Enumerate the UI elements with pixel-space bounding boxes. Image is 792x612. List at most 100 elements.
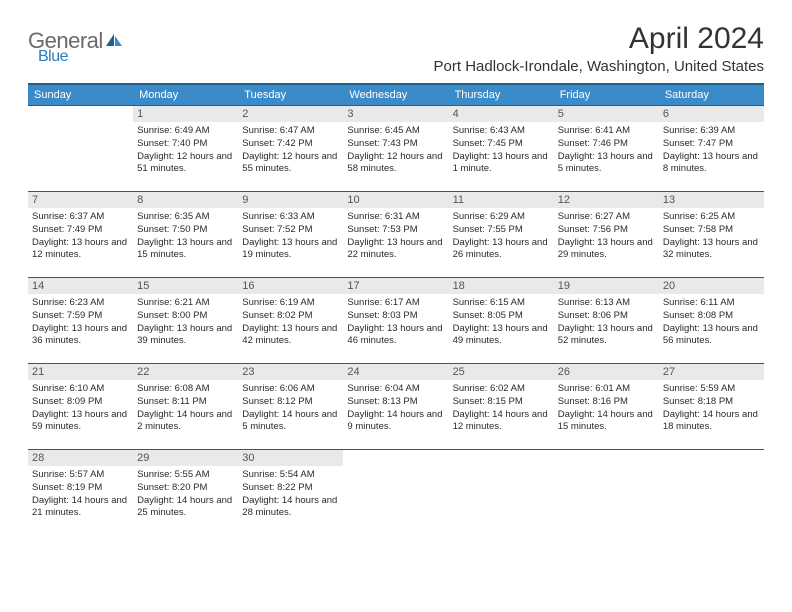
calendar-cell: 26 Sunrise: 6:01 AMSunset: 8:16 PMDayligh…: [554, 363, 659, 449]
day-details: Sunrise: 6:23 AMSunset: 7:59 PMDaylight:…: [32, 297, 129, 348]
weekday-header: Monday: [133, 85, 238, 105]
calendar-cell: 2 Sunrise: 6:47 AMSunset: 7:42 PMDaylight…: [238, 105, 343, 191]
calendar-cell: 27Sunrise: 5:59 AMSunset: 8:18 PMDayligh…: [659, 363, 764, 449]
day-number: 3: [343, 106, 448, 122]
day-details: Sunrise: 6:02 AMSunset: 8:15 PMDaylight:…: [453, 383, 550, 434]
calendar-cell: 29 Sunrise: 5:55 AMSunset: 8:20 PMDayligh…: [133, 449, 238, 535]
day-number: 30: [238, 450, 343, 466]
day-details: Sunrise: 6:33 AMSunset: 7:52 PMDaylight:…: [242, 211, 339, 262]
day-number: 28: [28, 450, 133, 466]
calendar-cell: 6 Sunrise: 6:39 AMSunset: 7:47 PMDaylight…: [659, 105, 764, 191]
day-number: 4: [449, 106, 554, 122]
day-details: Sunrise: 6:41 AMSunset: 7:46 PMDaylight:…: [558, 125, 655, 176]
day-number: 20: [659, 278, 764, 294]
calendar-cell: [554, 449, 659, 535]
calendar-cell: [28, 105, 133, 191]
calendar-cell: 1 Sunrise: 6:49 AMSunset: 7:40 PMDaylight…: [133, 105, 238, 191]
day-details: Sunrise: 6:39 AMSunset: 7:47 PMDaylight:…: [663, 125, 760, 176]
day-number: 13: [659, 192, 764, 208]
day-number: 15: [133, 278, 238, 294]
weekday-header: Sunday: [28, 85, 133, 105]
day-details: Sunrise: 6:35 AMSunset: 7:50 PMDaylight:…: [137, 211, 234, 262]
day-details: Sunrise: 6:01 AMSunset: 8:16 PMDaylight:…: [558, 383, 655, 434]
day-number: 24: [343, 364, 448, 380]
day-details: Sunrise: 5:57 AMSunset: 8:19 PMDaylight:…: [32, 469, 129, 520]
calendar-cell: 18Sunrise: 6:15 AMSunset: 8:05 PMDayligh…: [449, 277, 554, 363]
calendar-cell: 9 Sunrise: 6:33 AMSunset: 7:52 PMDaylight…: [238, 191, 343, 277]
day-number: 18: [449, 278, 554, 294]
day-number: 9: [238, 192, 343, 208]
calendar-cell: 4 Sunrise: 6:43 AMSunset: 7:45 PMDaylight…: [449, 105, 554, 191]
calendar-cell: [659, 449, 764, 535]
day-number: 1: [133, 106, 238, 122]
day-number: 7: [28, 192, 133, 208]
logo-text-blue: Blue: [38, 48, 68, 66]
day-details: Sunrise: 5:55 AMSunset: 8:20 PMDaylight:…: [137, 469, 234, 520]
day-number: 25: [449, 364, 554, 380]
calendar-cell: 17 Sunrise: 6:17 AMSunset: 8:03 PMDayligh…: [343, 277, 448, 363]
calendar-cell: [343, 449, 448, 535]
calendar-cell: 30 Sunrise: 5:54 AMSunset: 8:22 PMDayligh…: [238, 449, 343, 535]
day-number: 23: [238, 364, 343, 380]
logo-sail-icon: [104, 28, 124, 54]
calendar-cell: 5 Sunrise: 6:41 AMSunset: 7:46 PMDaylight…: [554, 105, 659, 191]
weekday-header: Friday: [554, 85, 659, 105]
calendar-cell: 21 Sunrise: 6:10 AMSunset: 8:09 PMDayligh…: [28, 363, 133, 449]
day-details: Sunrise: 6:19 AMSunset: 8:02 PMDaylight:…: [242, 297, 339, 348]
day-details: Sunrise: 6:45 AMSunset: 7:43 PMDaylight:…: [347, 125, 444, 176]
month-title: April 2024: [434, 22, 764, 56]
calendar-cell: 22 Sunrise: 6:08 AMSunset: 8:11 PMDayligh…: [133, 363, 238, 449]
day-details: Sunrise: 6:08 AMSunset: 8:11 PMDaylight:…: [137, 383, 234, 434]
day-details: Sunrise: 6:11 AMSunset: 8:08 PMDaylight:…: [663, 297, 760, 348]
calendar-cell: 3 Sunrise: 6:45 AMSunset: 7:43 PMDaylight…: [343, 105, 448, 191]
day-details: Sunrise: 6:17 AMSunset: 8:03 PMDaylight:…: [347, 297, 444, 348]
weekday-header: Thursday: [449, 85, 554, 105]
day-number: 29: [133, 450, 238, 466]
day-number: 22: [133, 364, 238, 380]
day-details: Sunrise: 6:13 AMSunset: 8:06 PMDaylight:…: [558, 297, 655, 348]
day-details: Sunrise: 6:21 AMSunset: 8:00 PMDaylight:…: [137, 297, 234, 348]
calendar-cell: 8 Sunrise: 6:35 AMSunset: 7:50 PMDaylight…: [133, 191, 238, 277]
day-number: 21: [28, 364, 133, 380]
calendar-cell: 24 Sunrise: 6:04 AMSunset: 8:13 PMDayligh…: [343, 363, 448, 449]
day-number: 11: [449, 192, 554, 208]
calendar-cell: 13 Sunrise: 6:25 AMSunset: 7:58 PMDayligh…: [659, 191, 764, 277]
day-number: 17: [343, 278, 448, 294]
calendar-cell: 28 Sunrise: 5:57 AMSunset: 8:19 PMDayligh…: [28, 449, 133, 535]
day-details: Sunrise: 6:06 AMSunset: 8:12 PMDaylight:…: [242, 383, 339, 434]
calendar-cell: 20 Sunrise: 6:11 AMSunset: 8:08 PMDayligh…: [659, 277, 764, 363]
day-number: 19: [554, 278, 659, 294]
day-number: 26: [554, 364, 659, 380]
calendar-cell: 12 Sunrise: 6:27 AMSunset: 7:56 PMDayligh…: [554, 191, 659, 277]
weekday-header: Tuesday: [238, 85, 343, 105]
day-details: Sunrise: 6:29 AMSunset: 7:55 PMDaylight:…: [453, 211, 550, 262]
calendar-grid: SundayMondayTuesdayWednesdayThursdayFrid…: [28, 83, 764, 535]
day-number: 8: [133, 192, 238, 208]
day-details: Sunrise: 6:37 AMSunset: 7:49 PMDaylight:…: [32, 211, 129, 262]
day-details: Sunrise: 6:25 AMSunset: 7:58 PMDaylight:…: [663, 211, 760, 262]
day-number: 6: [659, 106, 764, 122]
calendar-cell: 14 Sunrise: 6:23 AMSunset: 7:59 PMDayligh…: [28, 277, 133, 363]
weekday-header: Saturday: [659, 85, 764, 105]
calendar-cell: 25 Sunrise: 6:02 AMSunset: 8:15 PMDayligh…: [449, 363, 554, 449]
day-details: Sunrise: 6:10 AMSunset: 8:09 PMDaylight:…: [32, 383, 129, 434]
day-number: 5: [554, 106, 659, 122]
calendar-cell: 10Sunrise: 6:31 AMSunset: 7:53 PMDayligh…: [343, 191, 448, 277]
day-details: Sunrise: 6:27 AMSunset: 7:56 PMDaylight:…: [558, 211, 655, 262]
day-number: 16: [238, 278, 343, 294]
day-number: 2: [238, 106, 343, 122]
day-number: 10: [343, 192, 448, 208]
calendar-cell: [449, 449, 554, 535]
day-number: 27: [659, 364, 764, 380]
day-details: Sunrise: 6:49 AMSunset: 7:40 PMDaylight:…: [137, 125, 234, 176]
location: Port Hadlock-Irondale, Washington, Unite…: [434, 58, 764, 75]
day-details: Sunrise: 5:54 AMSunset: 8:22 PMDaylight:…: [242, 469, 339, 520]
calendar-cell: 19 Sunrise: 6:13 AMSunset: 8:06 PMDayligh…: [554, 277, 659, 363]
day-details: Sunrise: 6:47 AMSunset: 7:42 PMDaylight:…: [242, 125, 339, 176]
calendar-cell: 16 Sunrise: 6:19 AMSunset: 8:02 PMDayligh…: [238, 277, 343, 363]
day-number: 14: [28, 278, 133, 294]
day-number: 12: [554, 192, 659, 208]
day-details: Sunrise: 6:04 AMSunset: 8:13 PMDaylight:…: [347, 383, 444, 434]
day-details: Sunrise: 6:43 AMSunset: 7:45 PMDaylight:…: [453, 125, 550, 176]
calendar-cell: 7 Sunrise: 6:37 AMSunset: 7:49 PMDaylight…: [28, 191, 133, 277]
